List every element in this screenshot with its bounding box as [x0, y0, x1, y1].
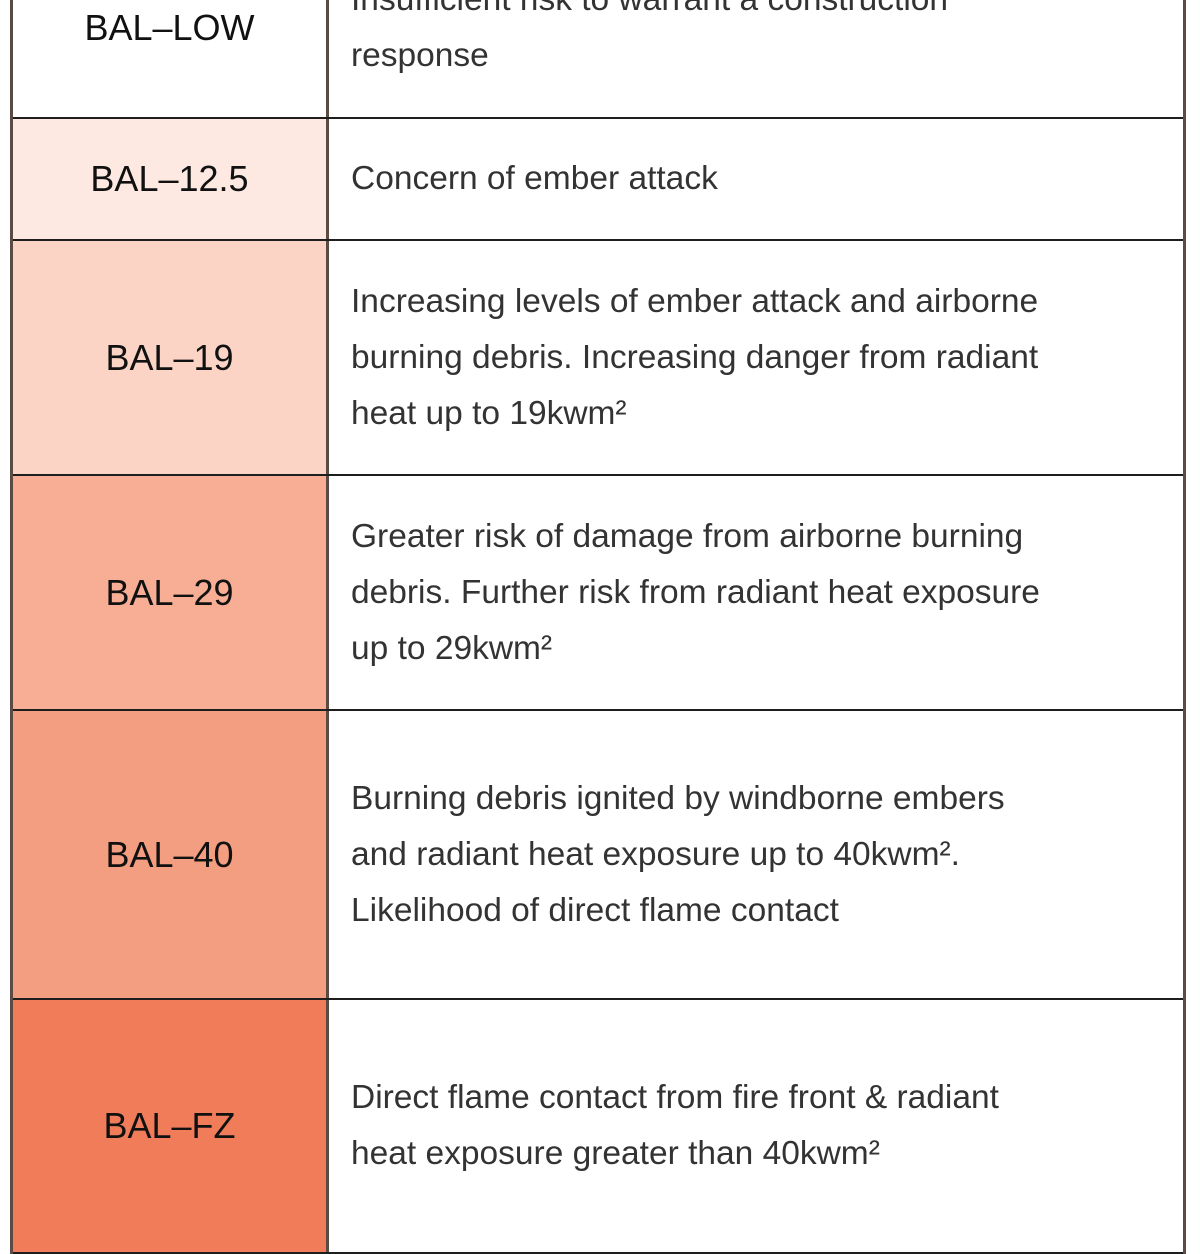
description-line: Concern of ember attack [351, 160, 718, 197]
table-row: BAL–LOW Insufficient risk to warrant a co… [13, 0, 1183, 119]
bal-level-label: BAL–LOW [13, 0, 329, 117]
description-line: burning debris. Increasing danger from r… [351, 338, 1039, 376]
table-row: BAL–19 Increasing levels of ember attack … [13, 241, 1183, 476]
bal-description: Burning debris ignited by windborne embe… [329, 711, 1183, 998]
table-row: BAL–12.5 Concern of ember attack [13, 119, 1183, 241]
bal-description: Insufficient risk to warrant a construct… [329, 0, 1183, 117]
description-line: heat up to 19kwm² [351, 394, 627, 432]
table-row: BAL–FZ Direct flame contact from fire fro… [13, 1000, 1183, 1254]
description-line: heat exposure greater than 40kwm² [351, 1135, 880, 1172]
bal-description: Greater risk of damage from airborne bur… [329, 476, 1183, 709]
bal-description: Concern of ember attack [329, 119, 1183, 239]
bal-level-label: BAL–12.5 [13, 119, 329, 239]
description-line: response [351, 36, 489, 74]
description-line: Insufficient risk to warrant a construct… [351, 0, 1183, 28]
bal-level-label: BAL–40 [13, 711, 329, 998]
bal-description: Direct flame contact from fire front & r… [329, 1000, 1183, 1252]
description-line: Direct flame contact from fire front & r… [351, 1079, 999, 1116]
bal-description: Increasing levels of ember attack and ai… [329, 241, 1183, 474]
description-line: up to 29kwm² [351, 629, 553, 667]
table-row: BAL–29 Greater risk of damage from airbor… [13, 476, 1183, 711]
bal-table: BAL–LOW Insufficient risk to warrant a co… [10, 0, 1186, 1254]
description-line: Greater risk of damage from airborne bur… [351, 517, 1024, 555]
description-line: Likelihood of direct flame contact [351, 891, 839, 929]
bal-level-label: BAL–29 [13, 476, 329, 709]
description-line: Increasing levels of ember attack and ai… [351, 282, 1039, 320]
description-line: debris. Further risk from radiant heat e… [351, 573, 1040, 611]
bal-level-label: BAL–FZ [13, 1000, 329, 1252]
description-line: and radiant heat exposure up to 40kwm². [351, 835, 960, 873]
description-line: Burning debris ignited by windborne embe… [351, 779, 1005, 817]
table-row: BAL–40 Burning debris ignited by windborn… [13, 711, 1183, 1000]
bal-level-label: BAL–19 [13, 241, 329, 474]
